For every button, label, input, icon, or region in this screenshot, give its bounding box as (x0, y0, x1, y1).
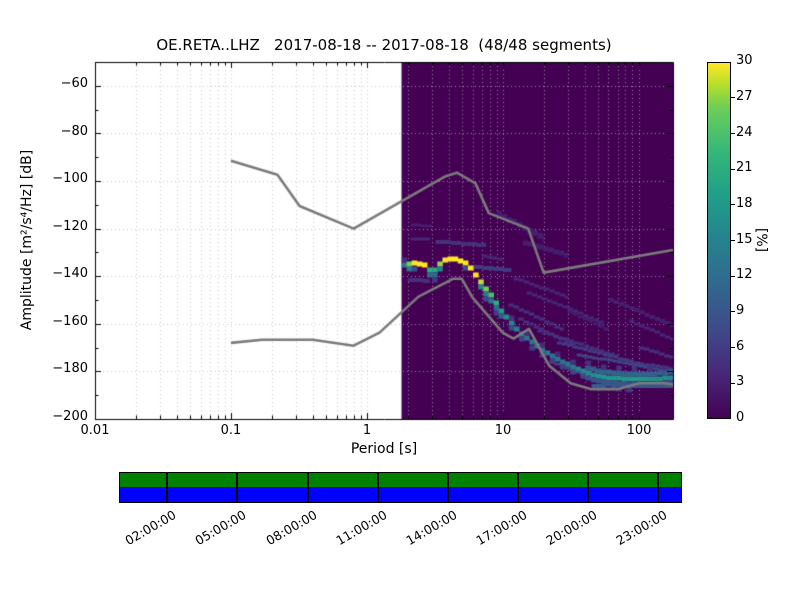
x-tick-label: 0.1 (220, 423, 242, 438)
timeline-tick (587, 473, 589, 502)
colorbar-tick (731, 133, 735, 134)
colorbar-tick-label: 27 (736, 89, 753, 104)
colorbar-tick (731, 97, 735, 98)
y-tick-label: −160 (52, 314, 88, 329)
colorbar-tick-label: 15 (736, 232, 753, 247)
timeline-tick (447, 473, 449, 502)
timeline-tick (307, 473, 309, 502)
timeline-data-strip (120, 473, 681, 487)
colorbar-tick-label: 6 (736, 339, 745, 354)
timeline-tick (657, 473, 659, 502)
x-axis-label: Period [s] (350, 441, 418, 457)
timeline-tick (517, 473, 519, 502)
timeline-tick (166, 473, 168, 502)
timeline-tick (236, 473, 238, 502)
y-tick-label: −180 (52, 361, 88, 376)
colorbar-tick-label: 24 (736, 125, 753, 140)
colorbar-tick-label: 0 (736, 410, 745, 425)
colorbar-tick-label: 18 (736, 196, 753, 211)
colorbar-tick (731, 276, 735, 277)
y-tick-label: −80 (60, 124, 88, 139)
y-tick-label: −60 (60, 76, 88, 91)
x-tick-label: 100 (626, 423, 652, 438)
timeline-tick (377, 473, 379, 502)
colorbar-tick (731, 169, 735, 170)
colorbar (707, 62, 731, 419)
plot-title: OE.RETA..LHZ 2017-08-18 -- 2017-08-18 (4… (156, 36, 612, 54)
colorbar-tick-label: 21 (736, 160, 753, 175)
colorbar-tick (731, 311, 735, 312)
x-tick-label: 1 (362, 423, 372, 438)
colorbar-tick (731, 204, 735, 205)
x-tick-label: 10 (494, 423, 512, 438)
x-tick-label: 0.01 (80, 423, 110, 438)
colorbar-tick-label: 12 (736, 267, 753, 282)
timeline-coverage-strip (120, 486, 681, 502)
y-axis-label: Amplitude [m²/s⁴/Hz] [dB] (19, 149, 35, 331)
y-tick-label: −120 (52, 219, 88, 234)
y-tick-label: −140 (52, 266, 88, 281)
colorbar-tick-label: 3 (736, 374, 745, 389)
colorbar-tick-label: 9 (736, 303, 745, 318)
y-tick-label: −200 (52, 409, 88, 424)
time-coverage-bar (119, 472, 682, 503)
colorbar-tick-label: 30 (736, 53, 753, 68)
colorbar-tick (731, 240, 735, 241)
y-tick-label: −100 (52, 171, 88, 186)
colorbar-tick (731, 347, 735, 348)
colorbar-tick (731, 383, 735, 384)
